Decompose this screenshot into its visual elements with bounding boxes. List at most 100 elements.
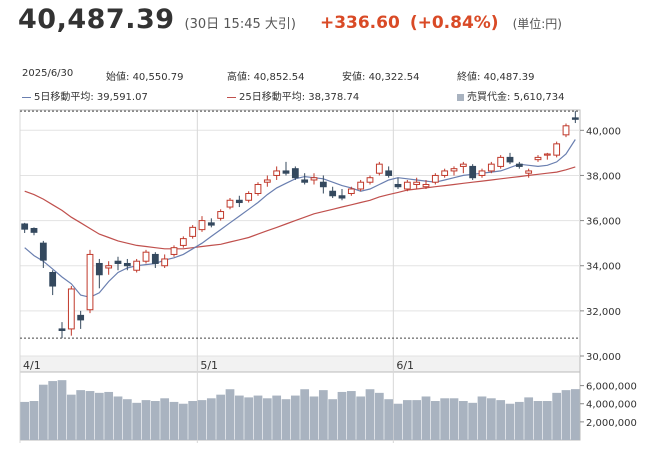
volume-bar (328, 399, 338, 440)
volume-bar (430, 401, 440, 440)
info-high: 高値: 40,852.54 (227, 68, 304, 83)
volume-bar (253, 395, 263, 440)
candle-body-up (431, 174, 439, 183)
candle-body-up (347, 188, 355, 195)
candle-body-up (413, 181, 421, 185)
candle-body-up (86, 253, 94, 311)
candle-body-up (450, 168, 458, 172)
candle-body-up (198, 220, 206, 231)
candle-body-down (49, 271, 57, 287)
close-value: 40,487.39 (483, 72, 535, 83)
info-ma5: 5日移動平均: 39,591.07 (22, 88, 148, 103)
price-tick-label: 30,000 (586, 352, 621, 363)
candle-body-up (543, 153, 551, 156)
candle-body-up (553, 143, 561, 156)
candle-body-down (515, 163, 523, 167)
volume-bar (20, 401, 30, 440)
unit-label: (単位:円) (512, 17, 562, 31)
volume-bar (477, 396, 487, 440)
candle-body-down (282, 170, 290, 174)
volume-bar (76, 390, 86, 440)
candle-body-up (497, 156, 505, 167)
volume-bar (178, 403, 188, 440)
volume-bar (561, 390, 571, 440)
candle-body-down (338, 195, 346, 199)
candle-body-up (254, 183, 262, 195)
price-tick-label: 38,000 (586, 171, 621, 182)
volume-bar (505, 403, 515, 440)
candle-body-up (422, 183, 430, 188)
candle-body-up (67, 288, 75, 330)
volume-bar (552, 392, 562, 440)
ohlc-info-panel: 2025/6/30 始値: 40,550.79 高値: 40,852.54 安値… (22, 68, 642, 108)
date-axis-label: 5/1 (200, 359, 218, 372)
volume-bar (318, 390, 328, 440)
volume-bar (542, 401, 552, 440)
volume-bar (524, 397, 534, 440)
price-tick-label: 36,000 (586, 217, 621, 228)
candle-body-down (21, 223, 29, 230)
volume-tick-label: 4,000,000 (586, 400, 637, 411)
candle-body-up (273, 170, 281, 176)
volume-bar (234, 395, 244, 440)
candle-body-up (534, 156, 542, 161)
volume-bar (216, 394, 226, 440)
low-value: 40,322.54 (368, 72, 420, 83)
candle-body-up (403, 181, 411, 190)
candle-body-up (366, 177, 374, 183)
candle-body-down (469, 165, 477, 179)
candle-body-up (375, 163, 383, 174)
candle-body-down (394, 183, 402, 188)
volume-bar (393, 403, 403, 440)
info-date: 2025/6/30 (22, 68, 74, 79)
volume-bar (141, 400, 151, 440)
candle-body-down (39, 242, 47, 261)
high-value: 40,852.54 (253, 72, 305, 83)
date-note: (30日 15:45 大引) (184, 17, 296, 32)
volume-bar (384, 399, 394, 440)
volume-bar (458, 401, 468, 440)
volume-bar (66, 394, 76, 440)
volume-bar (290, 395, 300, 440)
candle-body-down (329, 190, 337, 197)
volume-bar (468, 402, 478, 440)
price-change: +336.60 (319, 13, 400, 33)
volume-bar (421, 396, 431, 440)
volume-bar (262, 398, 272, 440)
volume-bar (197, 400, 207, 440)
volume-label: 売買代金: (467, 92, 511, 103)
price-plot-frame (19, 109, 581, 357)
candle-body-up (133, 260, 141, 271)
date-axis-label: 6/1 (396, 359, 414, 372)
volume-bar (188, 401, 198, 440)
volume-bar (169, 401, 179, 440)
volume-value: 5,610,734 (513, 92, 565, 103)
ma25-value: 38,378.74 (308, 92, 360, 103)
date-axis-band (19, 355, 581, 373)
current-price: 40,487.39 (18, 4, 175, 35)
volume-bar (206, 398, 216, 440)
candle-body-down (571, 117, 579, 120)
candle-body-up (357, 181, 365, 190)
volume-bar (57, 380, 67, 440)
volume-tick-label: 6,000,000 (586, 382, 637, 393)
info-volume: 売買代金: 5,610,734 (457, 88, 564, 103)
date-axis-label: 4/1 (23, 359, 41, 372)
ma-row: 5日移動平均: 39,591.07 25日移動平均: 38,378.74 売買代… (22, 88, 642, 108)
volume-bar (533, 401, 543, 440)
ma5-legend-swatch (22, 96, 31, 98)
open-value: 40,550.79 (132, 72, 184, 83)
volume-bar (38, 384, 48, 440)
price-tick-label: 34,000 (586, 262, 621, 273)
volume-bar (272, 395, 282, 440)
volume-bar (244, 397, 254, 440)
candle-body-up (142, 251, 150, 262)
candle-body-down (385, 170, 393, 176)
volume-bar (402, 400, 412, 440)
volume-bar (85, 391, 95, 440)
candle-body-down (95, 262, 103, 276)
volume-bar (346, 391, 356, 440)
volume-bar (132, 402, 142, 440)
candle-body-up (245, 193, 253, 201)
